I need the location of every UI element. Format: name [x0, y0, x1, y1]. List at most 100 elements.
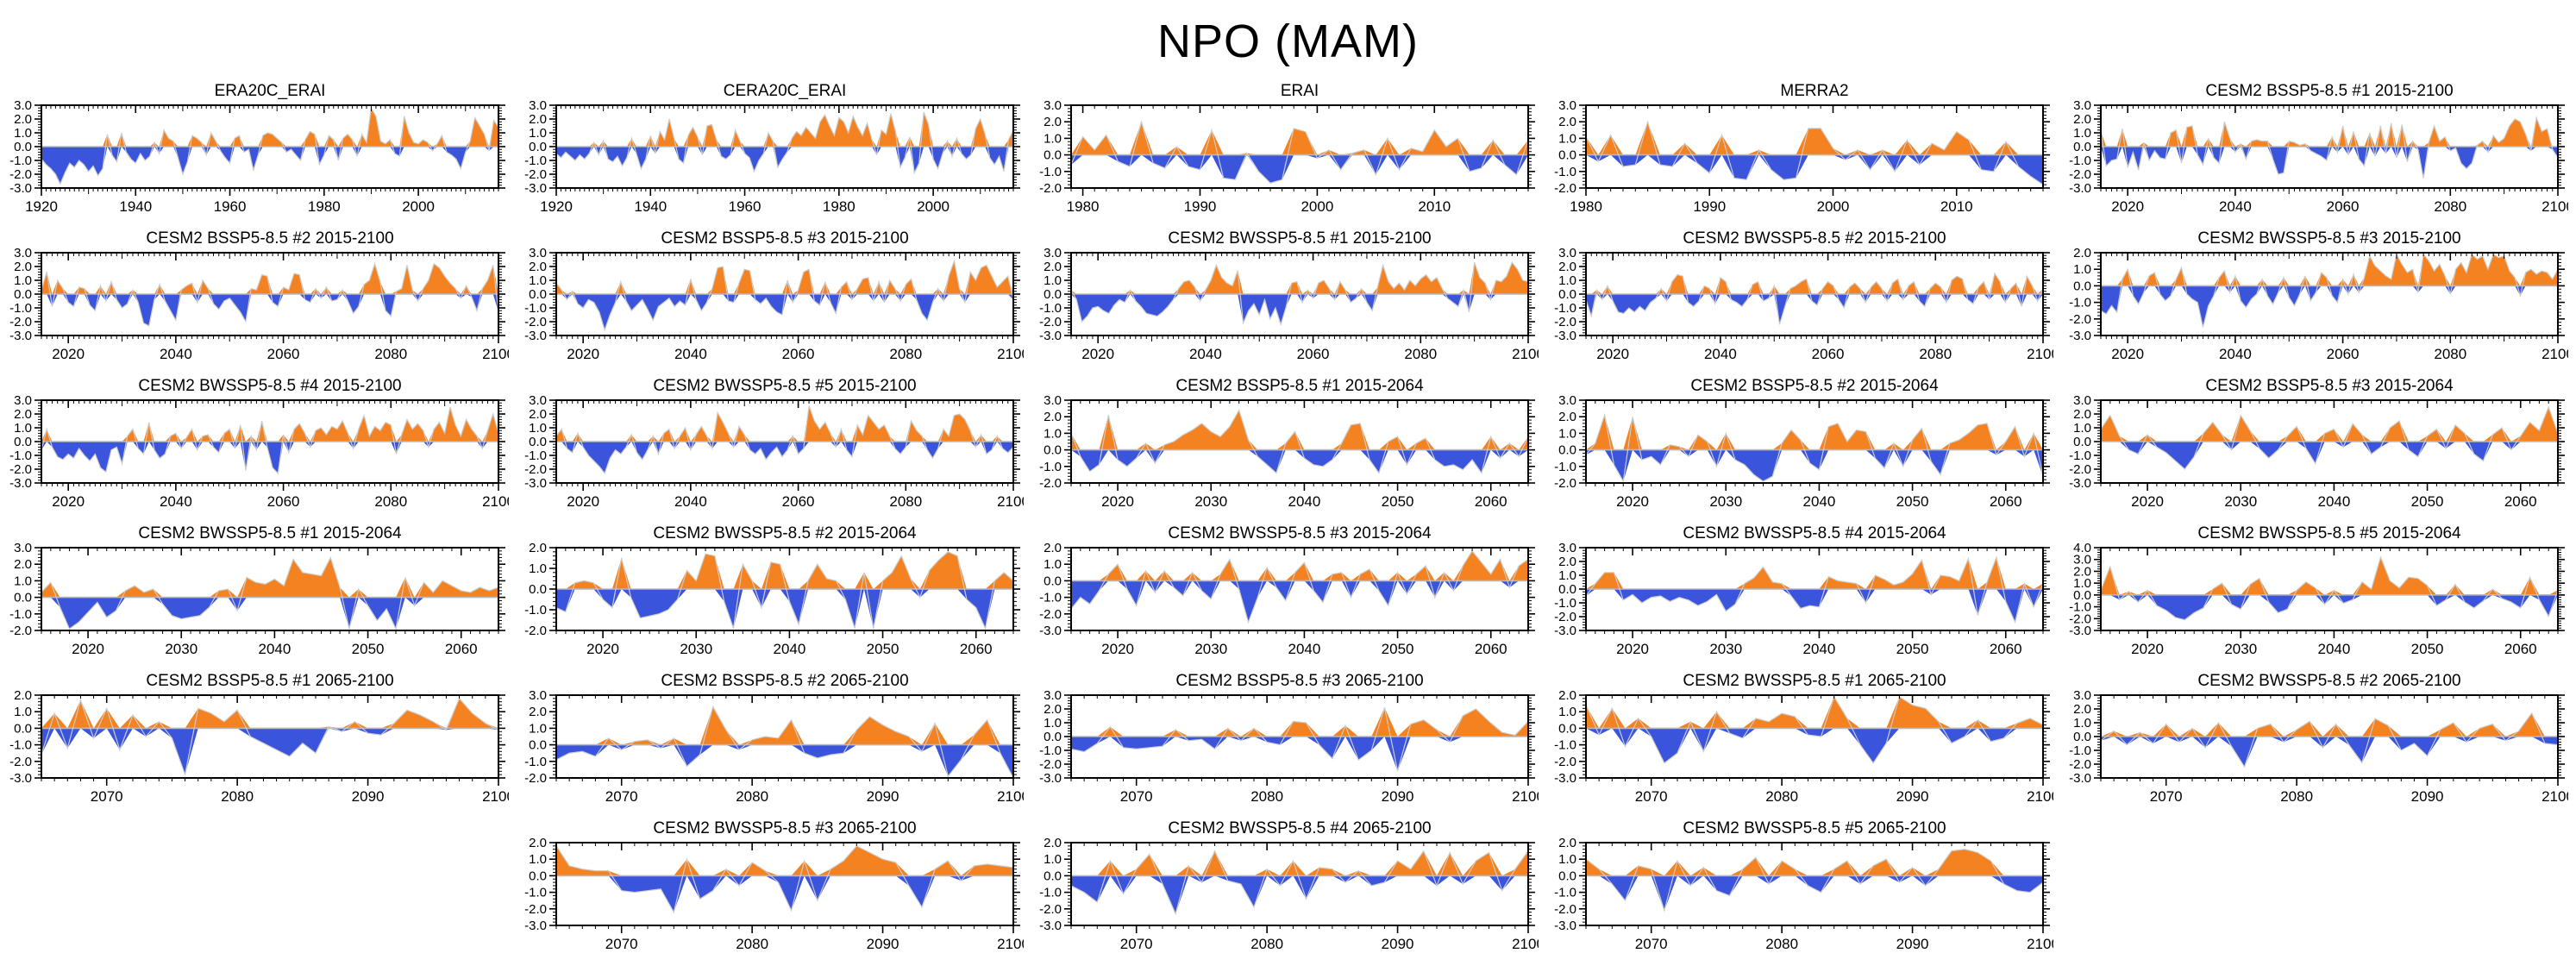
- negative-anomaly-area: [41, 597, 498, 630]
- x-tick-label: 2080: [889, 493, 922, 510]
- y-tick-label: 0.0: [1558, 287, 1576, 302]
- plot-frame: [555, 104, 1014, 189]
- y-tick-label: 0.0: [14, 721, 32, 736]
- panel-title: CESM2 BWSSP5-8.5 #2 2065-2100: [2197, 673, 2460, 690]
- x-tick-label: 2000: [917, 198, 950, 215]
- panel-title: CESM2 BWSSP5-8.5 #3 2065-2100: [653, 820, 916, 837]
- x-tick-label: 2040: [674, 346, 707, 362]
- y-tick-label: 0.0: [1044, 287, 1062, 302]
- y-tick-label: 3.0: [2073, 98, 2091, 113]
- x-tick-label: 2070: [605, 936, 638, 952]
- x-tick-label: 1920: [540, 198, 573, 215]
- x-tick-label: 2020: [586, 641, 619, 657]
- y-tick-label: -1.0: [1039, 301, 1062, 316]
- y-tick-label: 2.0: [14, 112, 32, 127]
- x-tick-label: 2040: [773, 641, 805, 657]
- x-tick-label: 2060: [1475, 641, 1507, 657]
- y-tick-label: -1.0: [1039, 591, 1062, 605]
- y-tick-label: -3.0: [1039, 771, 1062, 786]
- y-tick-label: -2.0: [524, 167, 547, 182]
- chart-panel: CESM2 BWSSP5-8.5 #2 2065-2100 2070 2080 209…: [2059, 673, 2574, 820]
- axis-ticks: 1980 1990 2000 2010 -2.0 -1.0 0.0 1.0 2.0 3.0: [1039, 98, 1535, 215]
- negative-anomaly-area: [556, 589, 1013, 629]
- axis-ticks: 2020 2030 2040 2050 2060 -2.0 -1.0 0.0 1.0 2.0 3.0: [9, 541, 505, 657]
- x-tick-label: 2090: [352, 788, 385, 805]
- x-tick-label: 2020: [1596, 346, 1629, 362]
- y-tick-label: 2.0: [2073, 407, 2091, 422]
- y-tick-label: 0.0: [1558, 443, 1576, 458]
- x-tick-label: 2020: [1101, 493, 1134, 510]
- y-tick-label: 2.0: [529, 836, 547, 850]
- y-tick-label: 1.0: [14, 126, 32, 141]
- x-tick-label: 2100: [482, 346, 509, 362]
- axis-ticks: 2020 2040 2060 2080 2100 -3.0-2.0-1.00.01.02.…: [1554, 246, 2053, 362]
- negative-anomaly-area: [1586, 728, 2043, 763]
- y-tick-label: -3.0: [2069, 329, 2091, 343]
- y-tick-label: 3.0: [14, 541, 32, 555]
- y-tick-label: 1.0: [14, 705, 32, 719]
- x-tick-label: 2050: [1382, 493, 1414, 510]
- negative-anomaly-area: [1071, 737, 1528, 771]
- y-tick-label: 0.0: [1558, 721, 1576, 736]
- x-tick-label: 2020: [2131, 493, 2164, 510]
- chart-panel: CESM2 BWSSP5-8.5 #1 2015-2100 2020 2040 206…: [1030, 230, 1545, 378]
- series-outline: [1585, 412, 2044, 483]
- x-tick-label: 2080: [221, 788, 254, 805]
- axis-ticks: 2070 2080 2090 2100 -2.0 -1.0 0.0 1.0 2.0 3.0: [524, 688, 1024, 805]
- x-tick-label: 2100: [997, 493, 1024, 510]
- y-tick-label: 1.0: [1044, 852, 1062, 867]
- panel-title: CESM2 BWSSP5-8.5 #5 2015-2064: [2197, 525, 2461, 542]
- y-tick-label: 2.0: [2073, 246, 2091, 260]
- axis-ticks: 2070 2080 2090 2100 -3.0 -2.0 -1.0 0.0 1.0 2.0: [524, 836, 1024, 952]
- y-tick-label: 0.0: [529, 869, 547, 883]
- positive-anomaly-area: [41, 407, 498, 442]
- x-tick-label: 2060: [1812, 346, 1845, 362]
- x-tick-label: 2020: [1616, 641, 1649, 657]
- y-tick-label: 1.0: [1044, 273, 1062, 288]
- plot-frame: [2100, 252, 2559, 336]
- x-tick-label: 2060: [2327, 198, 2360, 215]
- y-tick-label: 0.0: [1044, 574, 1062, 588]
- plot-frame: [1070, 842, 1529, 926]
- plot-frame: [1585, 547, 2044, 631]
- x-tick-label: 2080: [2434, 198, 2466, 215]
- y-tick-label: 1.0: [1558, 705, 1576, 719]
- x-tick-label: 2040: [1288, 493, 1320, 510]
- x-tick-label: 2080: [1765, 788, 1798, 805]
- timeseries-plot: CESM2 BWSSP5-8.5 #4 2065-2100 2070 2080 209…: [1039, 820, 1539, 952]
- y-tick-label: -3.0: [524, 476, 547, 491]
- series-outline: [1070, 707, 1529, 772]
- panel-title: CESM2 BWSSP5-8.5 #1 2065-2100: [1683, 673, 1946, 690]
- negative-anomaly-area: [2101, 594, 2558, 620]
- chart-panel: CESM2 BWSSP5-8.5 #4 2015-2064 2020 2030 204…: [1545, 525, 2059, 673]
- y-tick-label: 0.0: [14, 591, 32, 605]
- panel-title: CESM2 BSSP5-8.5 #3 2015-2100: [661, 230, 908, 248]
- series-outline: [1070, 119, 1529, 184]
- positive-anomaly-area: [2101, 407, 2558, 442]
- x-tick-label: 2100: [2027, 936, 2053, 952]
- x-tick-label: 2070: [1635, 788, 1668, 805]
- timeseries-plot: CESM2 BWSSP5-8.5 #1 2015-2064 2020 2030 204…: [9, 525, 505, 657]
- series-outline: [41, 697, 499, 777]
- x-tick-label: 2020: [52, 493, 85, 510]
- series-outline: [41, 261, 499, 327]
- timeseries-plot: CESM2 BWSSP5-8.5 #1 2015-2100 2020 2040 206…: [1039, 230, 1539, 362]
- y-tick-label: -1.0: [1554, 165, 1576, 179]
- y-tick-label: -1.0: [1554, 460, 1576, 474]
- x-tick-label: 2050: [1896, 641, 1929, 657]
- y-tick-label: -1.0: [2069, 296, 2091, 310]
- positive-anomaly-area: [1071, 850, 1528, 876]
- y-tick-label: -1.0: [2069, 154, 2091, 168]
- x-tick-label: 2060: [782, 346, 815, 362]
- axis-ticks: 1980 1990 2000 2010 -2.0 -1.0 0.0 1.0 2.0 3.0: [1554, 98, 2050, 215]
- x-tick-label: 2060: [1990, 493, 2022, 510]
- chart-panel: CESM2 BSSP5-8.5 #2 2015-2064 2020 2030 2040…: [1545, 378, 2059, 525]
- chart-panel: CERA20C_ERAI 1920 1940 1960 1980 2000 -3.0 -2.0…: [515, 83, 1030, 230]
- y-tick-label: 1.0: [14, 421, 32, 436]
- y-tick-label: -2.0: [1554, 610, 1576, 624]
- y-tick-label: -2.0: [9, 167, 32, 182]
- negative-anomaly-area: [1586, 294, 2043, 325]
- axis-ticks: 2020 2030 2040 2050 2060 -2.0 -1.0 0.0 1.0 2.0: [524, 541, 1020, 657]
- y-tick-label: -2.0: [1039, 315, 1062, 329]
